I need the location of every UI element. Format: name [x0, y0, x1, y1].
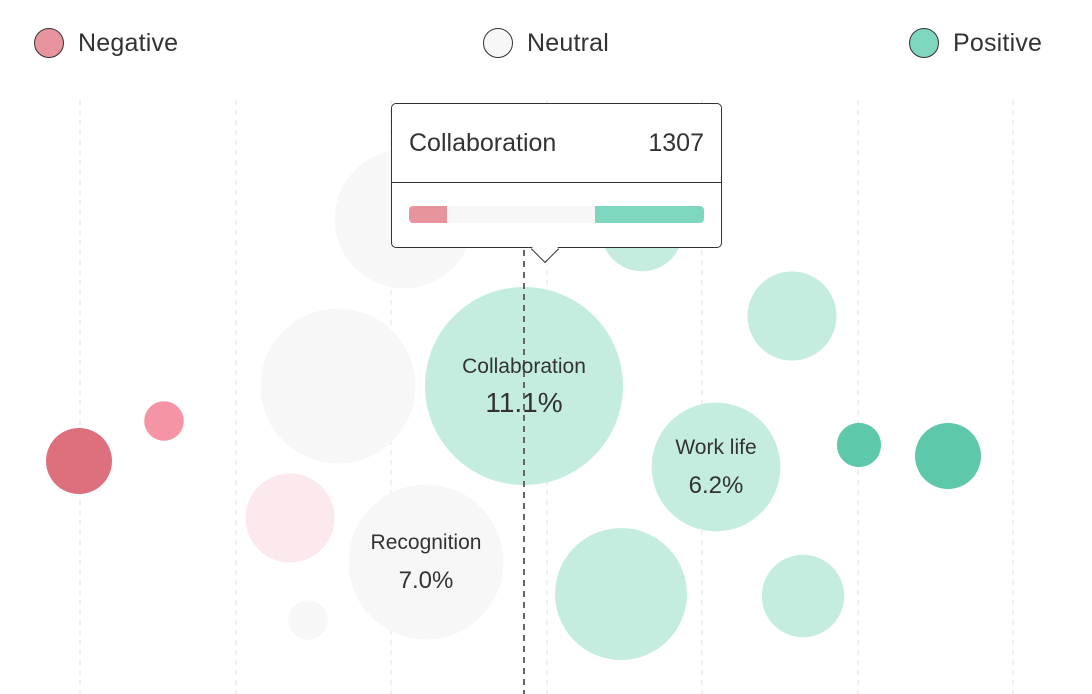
neutral-swatch-icon: [483, 28, 513, 58]
bubble-label: Work life: [675, 436, 756, 459]
tooltip-header: Collaboration 1307: [392, 104, 721, 183]
legend-item-neutral[interactable]: Neutral: [483, 28, 609, 58]
bubble-value: 7.0%: [399, 567, 454, 594]
bubble-label: Collaboration: [462, 355, 586, 378]
positive-swatch-icon: [909, 28, 939, 58]
bubble-neutral[interactable]: [260, 308, 416, 464]
bubble-positive[interactable]: [651, 402, 781, 532]
bar-segment-neutral: [447, 206, 595, 223]
bar-segment-positive: [594, 206, 704, 223]
bubble-positive[interactable]: [761, 554, 845, 638]
sentiment-split-bar: [409, 206, 704, 223]
negative-swatch-icon: [34, 28, 64, 58]
bubble-negative[interactable]: [245, 473, 335, 563]
bubble-value: 6.2%: [689, 472, 744, 499]
legend-item-positive[interactable]: Positive: [909, 28, 1042, 58]
legend-label-positive: Positive: [953, 28, 1043, 57]
tooltip-count: 1307: [648, 128, 704, 157]
bubble-neutral[interactable]: [288, 600, 328, 640]
tooltip-topic: Collaboration: [409, 128, 557, 157]
bubble-value: 11.1%: [485, 387, 562, 418]
bubble-labels: Recognition 7.0% Collaboration 11.1% Work li…: [371, 355, 757, 594]
legend-label-negative: Negative: [78, 28, 179, 57]
bar-segment-negative: [409, 206, 448, 223]
legend-item-negative[interactable]: Negative: [34, 28, 178, 58]
bubble-negative[interactable]: [46, 428, 112, 494]
bubble-positive[interactable]: [915, 423, 981, 489]
tooltip: Collaboration 1307: [391, 103, 722, 264]
bubbles: [46, 149, 981, 660]
bubble-label: Recognition: [371, 531, 482, 554]
bubble-neutral[interactable]: [348, 484, 504, 640]
bubble-positive[interactable]: [836, 422, 882, 468]
bubble-positive[interactable]: [555, 528, 687, 660]
bubble-negative[interactable]: [144, 401, 184, 441]
bubble-positive[interactable]: [747, 271, 837, 361]
legend-label-neutral: Neutral: [527, 28, 609, 57]
